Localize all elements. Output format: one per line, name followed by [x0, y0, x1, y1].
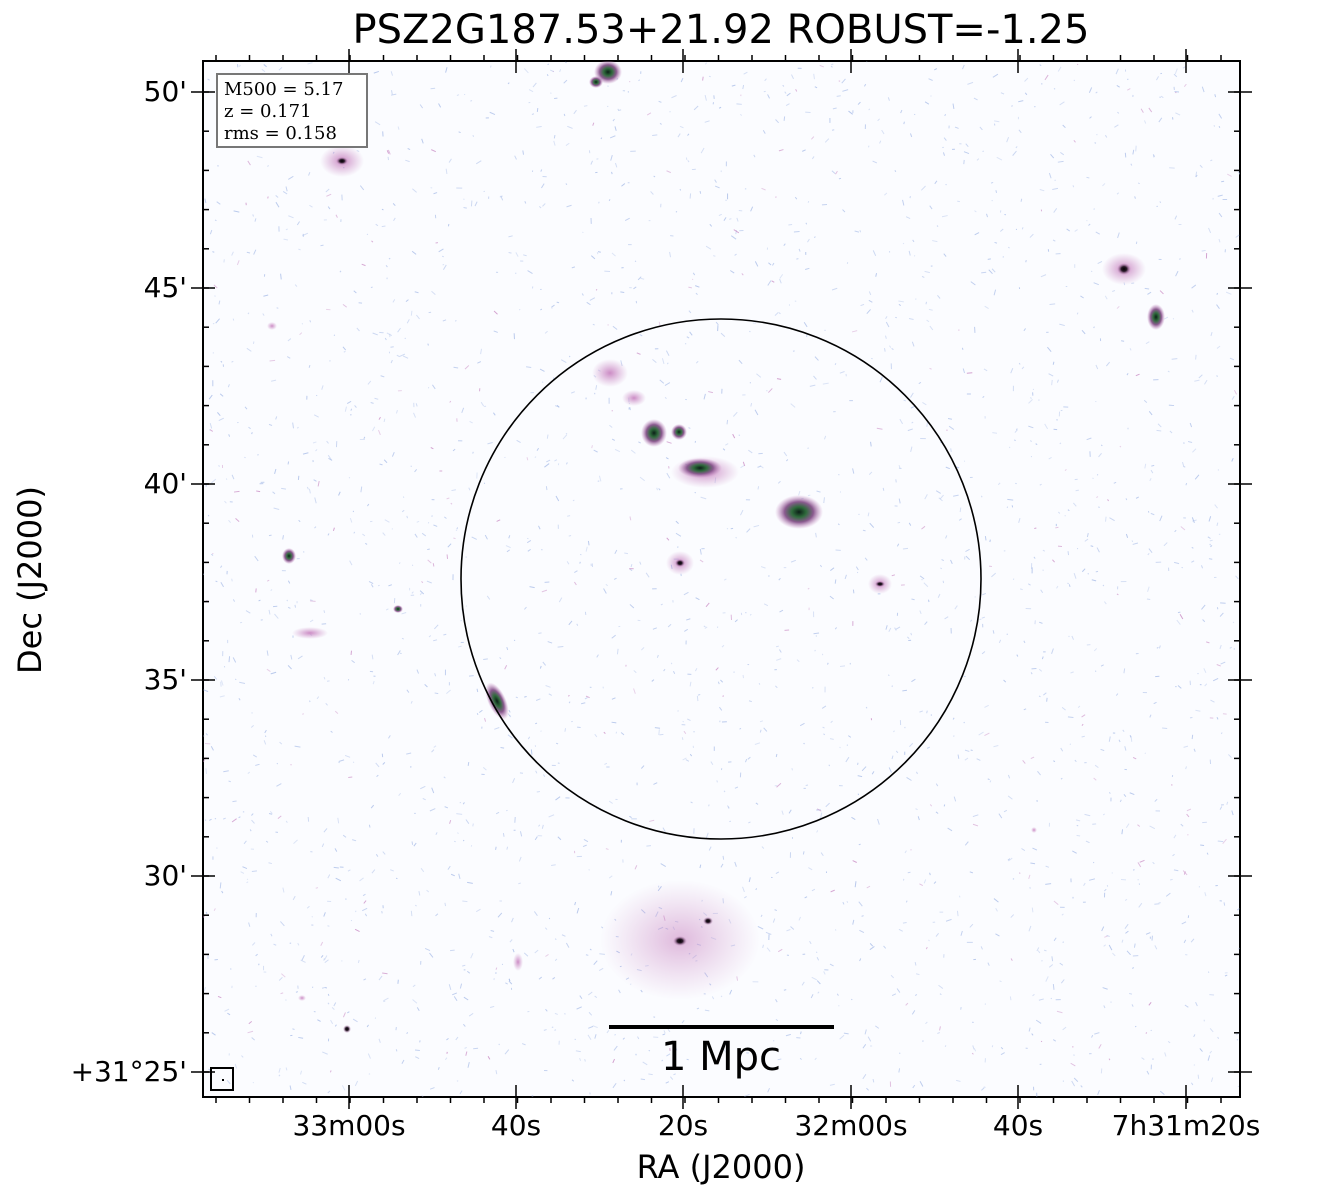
source-blob — [775, 495, 823, 529]
x-axis-label: RA (J2000) — [636, 1148, 806, 1186]
x-tick-label: 32m00s — [794, 1109, 908, 1142]
y-tick-label: 35' — [143, 663, 187, 696]
cluster-info-box: M500 = 5.17 z = 0.171 rms = 0.158 — [216, 73, 368, 148]
scale-bar — [609, 1025, 834, 1029]
r500-circle — [460, 318, 982, 840]
rms-text: rms = 0.158 — [224, 123, 337, 144]
source-blob — [393, 605, 403, 613]
y-axis-label: Dec (J2000) — [11, 486, 49, 674]
source-point — [703, 917, 713, 925]
source-blob — [513, 953, 523, 971]
source-point — [343, 1025, 351, 1033]
source-blob — [678, 458, 722, 478]
source-blob — [298, 995, 306, 1001]
plot-title: PSZ2G187.53+21.92 ROBUST=-1.25 — [352, 7, 1090, 53]
source-point — [1117, 263, 1131, 275]
x-tick-label: 7h31m20s — [1111, 1109, 1261, 1142]
source-blob — [641, 419, 667, 447]
source-blob — [485, 682, 509, 720]
source-point — [875, 581, 885, 587]
beam-marker — [210, 1067, 234, 1091]
redshift-text: z = 0.171 — [224, 101, 312, 122]
source-point — [336, 157, 348, 165]
x-tick-label: 20s — [657, 1109, 709, 1142]
y-tick-label: 50' — [143, 75, 187, 108]
y-tick-label: 40' — [143, 467, 187, 500]
axis-ticks — [191, 49, 1252, 1109]
x-tick-label: 40s — [490, 1109, 542, 1142]
source-blob — [589, 76, 603, 88]
x-tick-label: 40s — [992, 1109, 1044, 1142]
x-tick-label: 33m00s — [292, 1109, 406, 1142]
noise-speckles — [203, 61, 1240, 1097]
source-blob — [282, 548, 296, 564]
source-blob — [622, 390, 646, 406]
source-point — [673, 936, 687, 946]
y-tick-label: 45' — [143, 271, 187, 304]
radio-sources — [267, 61, 1165, 1033]
source-point — [675, 559, 685, 567]
source-blob — [671, 424, 687, 440]
source-blob — [592, 359, 628, 387]
source-blob — [267, 322, 277, 330]
source-blob — [1031, 827, 1037, 833]
source-blob — [1147, 304, 1165, 330]
m500-text: M500 = 5.17 — [224, 79, 344, 100]
scale-bar-label: 1 Mpc — [660, 1034, 782, 1080]
y-tick-label: +31°25' — [70, 1055, 187, 1088]
y-tick-label: 30' — [143, 859, 187, 892]
source-blob — [292, 627, 328, 639]
